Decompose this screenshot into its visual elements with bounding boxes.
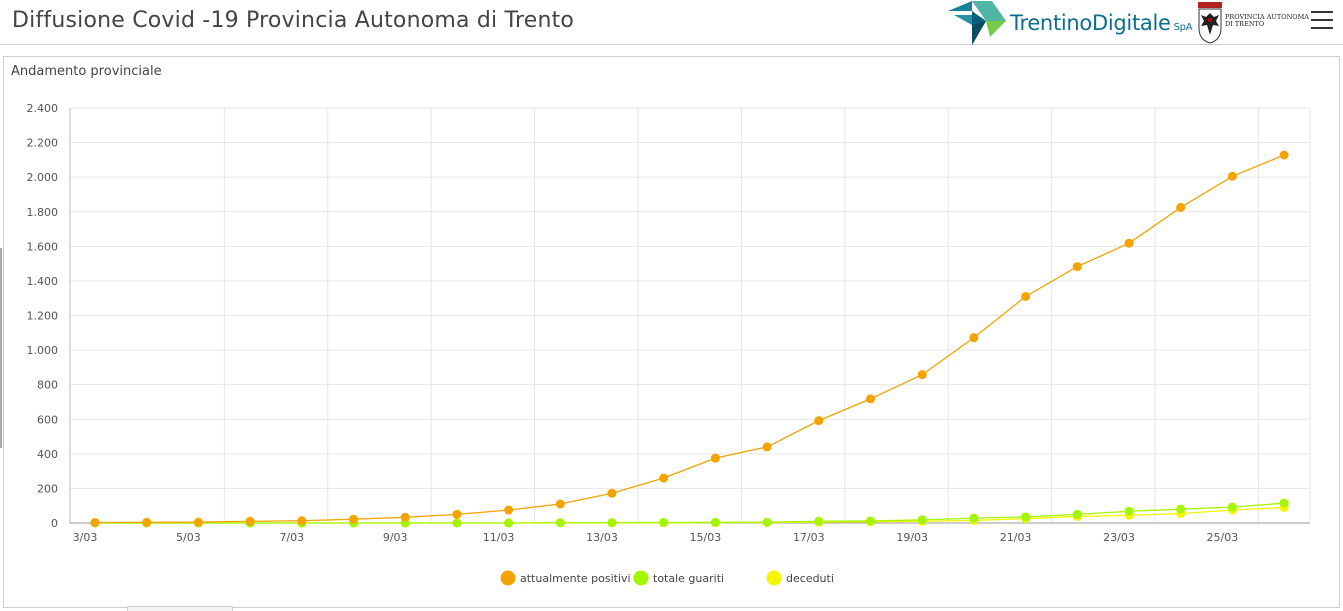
data-point-attualmente-positivi xyxy=(1021,291,1031,301)
legend-label: attualmente positivi xyxy=(520,572,631,585)
y-tick-label: 400 xyxy=(37,448,58,461)
data-point-attualmente-positivi xyxy=(762,442,772,452)
y-tick-label: 0 xyxy=(51,517,58,530)
x-tick-label: 17/03 xyxy=(793,531,825,544)
y-tick-label: 2.200 xyxy=(27,137,59,150)
data-point-attualmente-positivi xyxy=(452,509,462,519)
data-point-attualmente-positivi xyxy=(1124,238,1134,248)
data-point-totale-guariti xyxy=(1124,506,1134,516)
data-point-attualmente-positivi xyxy=(297,516,307,526)
data-point-totale-guariti xyxy=(1279,498,1289,508)
data-point-totale-guariti xyxy=(814,516,824,526)
y-tick-label: 800 xyxy=(37,379,58,392)
series-line-totale-guariti xyxy=(95,502,1285,524)
data-point-totale-guariti xyxy=(710,517,720,527)
y-tick-label: 1.000 xyxy=(27,344,59,357)
data-point-attualmente-positivi xyxy=(1072,262,1082,272)
data-point-attualmente-positivi xyxy=(1227,171,1237,181)
legend-marker xyxy=(766,570,782,586)
x-tick-label: 15/03 xyxy=(690,531,722,544)
data-point-attualmente-positivi xyxy=(1279,150,1289,160)
x-tick-label: 9/03 xyxy=(383,531,408,544)
hamburger-menu-icon[interactable] xyxy=(1311,11,1333,31)
data-point-totale-guariti xyxy=(659,517,669,527)
data-point-totale-guariti xyxy=(555,518,565,528)
data-point-attualmente-positivi xyxy=(710,453,720,463)
data-point-attualmente-positivi xyxy=(400,512,410,522)
data-point-totale-guariti xyxy=(1021,512,1031,522)
x-tick-label: 11/03 xyxy=(483,531,515,544)
scroll-edge xyxy=(0,248,2,448)
data-point-attualmente-positivi xyxy=(969,333,979,343)
data-point-attualmente-positivi xyxy=(866,394,875,404)
data-point-totale-guariti xyxy=(504,518,514,528)
trentino-digitale-logo: TrentinoDigitale SpA xyxy=(946,1,1196,45)
data-point-totale-guariti xyxy=(1227,502,1237,512)
x-tick-label: 23/03 xyxy=(1103,531,1135,544)
menu-bar xyxy=(1311,11,1333,13)
bottom-tabs xyxy=(0,606,1343,611)
data-point-attualmente-positivi xyxy=(193,517,203,527)
x-tick-label: 19/03 xyxy=(896,531,928,544)
data-point-totale-guariti xyxy=(917,515,927,525)
data-point-attualmente-positivi xyxy=(917,370,927,380)
data-point-attualmente-positivi xyxy=(90,517,100,527)
eagle-crest-icon xyxy=(1198,2,1222,44)
province-logo-line1: PROVINCIA AUTONOMA xyxy=(1225,13,1309,21)
data-point-attualmente-positivi xyxy=(142,517,152,527)
panel-title: Andamento provinciale xyxy=(11,64,162,79)
data-point-totale-guariti xyxy=(969,513,979,523)
data-point-attualmente-positivi xyxy=(659,473,669,483)
province-logo-line2: DI TRENTO xyxy=(1225,20,1265,28)
y-tick-label: 600 xyxy=(37,413,58,426)
y-tick-label: 1.400 xyxy=(27,275,59,288)
legend-marker xyxy=(500,570,516,586)
legend-label: totale guariti xyxy=(653,572,724,585)
data-point-attualmente-positivi xyxy=(814,416,824,426)
x-tick-label: 25/03 xyxy=(1207,531,1239,544)
data-point-attualmente-positivi xyxy=(504,505,514,515)
x-tick-label: 5/03 xyxy=(176,531,201,544)
y-tick-label: 2.400 xyxy=(27,102,59,115)
y-tick-label: 2.000 xyxy=(27,171,59,184)
data-point-totale-guariti xyxy=(866,516,875,526)
y-tick-label: 200 xyxy=(37,482,58,495)
data-point-totale-guariti xyxy=(452,518,462,528)
x-tick-label: 13/03 xyxy=(586,531,618,544)
data-point-attualmente-positivi xyxy=(1176,202,1186,212)
data-point-totale-guariti xyxy=(607,518,617,528)
data-point-attualmente-positivi xyxy=(349,514,358,524)
data-point-attualmente-positivi xyxy=(607,488,617,498)
tab[interactable] xyxy=(127,606,233,611)
page-title: Diffusione Covid -19 Provincia Autonoma … xyxy=(12,8,575,33)
provincia-autonoma-logo: PROVINCIA AUTONOMA DI TRENTO xyxy=(1197,2,1309,44)
x-tick-label: 21/03 xyxy=(1000,531,1032,544)
y-tick-label: 1.800 xyxy=(27,206,59,219)
data-point-totale-guariti xyxy=(762,517,772,527)
data-point-attualmente-positivi xyxy=(555,499,565,509)
legend-marker xyxy=(633,570,649,586)
x-tick-label: 3/03 xyxy=(73,531,98,544)
y-tick-label: 1.200 xyxy=(27,310,59,323)
y-tick-label: 1.600 xyxy=(27,240,59,253)
data-point-attualmente-positivi xyxy=(245,516,255,526)
x-tick-label: 7/03 xyxy=(279,531,304,544)
trentino-digitale-mark-icon xyxy=(948,1,1006,45)
province-logo-text: PROVINCIA AUTONOMA DI TRENTO xyxy=(1225,14,1309,28)
brand-name: TrentinoDigitale SpA xyxy=(1010,11,1193,35)
series-line-attualmente-positivi xyxy=(94,154,1285,524)
brand-name-text: TrentinoDigitale xyxy=(1010,11,1171,35)
data-point-totale-guariti xyxy=(1072,509,1082,519)
app-header: Diffusione Covid -19 Provincia Autonoma … xyxy=(0,0,1343,45)
menu-bar xyxy=(1311,27,1333,29)
legend-label: deceduti xyxy=(786,572,834,585)
brand-suffix: SpA xyxy=(1173,22,1193,33)
data-point-totale-guariti xyxy=(1176,504,1186,514)
menu-bar xyxy=(1311,19,1333,21)
